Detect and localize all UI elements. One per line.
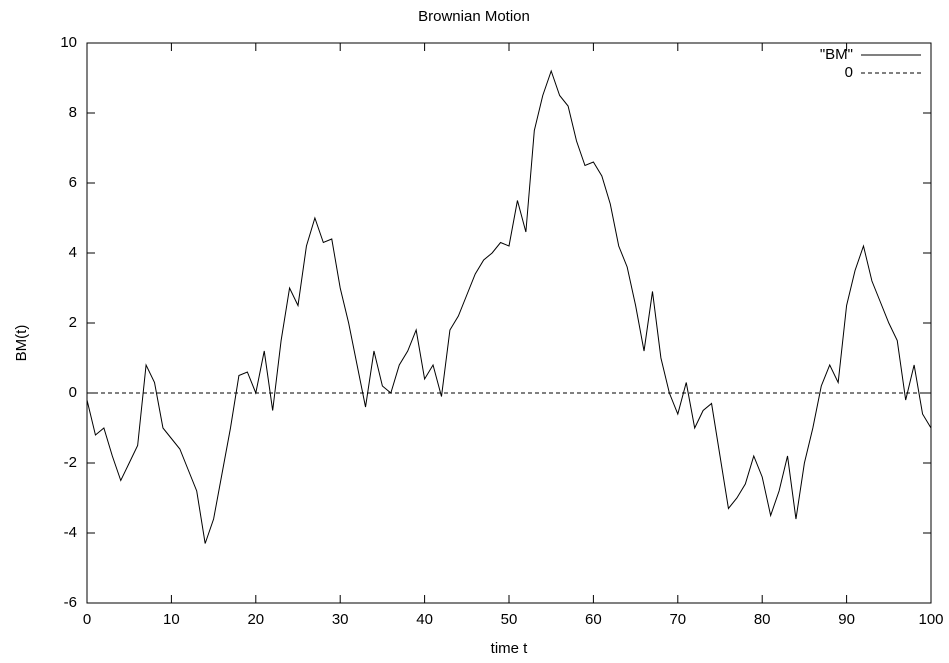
y-tick-label: 6 <box>69 174 77 191</box>
legend-label: "BM" <box>820 46 853 63</box>
y-tick-label: -4 <box>64 524 77 541</box>
chart-title: Brownian Motion <box>418 8 530 25</box>
x-tick-label: 70 <box>669 611 686 628</box>
x-tick-label: 30 <box>332 611 349 628</box>
y-tick-label: 2 <box>69 314 77 331</box>
x-tick-label: 60 <box>585 611 602 628</box>
y-tick-label: 0 <box>69 384 77 401</box>
legend-label: 0 <box>845 64 853 81</box>
y-tick-label: 4 <box>69 244 77 261</box>
x-tick-label: 80 <box>754 611 771 628</box>
x-tick-label: 90 <box>838 611 855 628</box>
series-line <box>86 69 932 544</box>
y-tick-label: -2 <box>64 454 77 471</box>
y-axis-label: BM(t) <box>13 325 30 362</box>
x-tick-label: 40 <box>416 611 433 628</box>
y-tick-label: 8 <box>69 104 77 121</box>
x-tick-label: 10 <box>163 611 180 628</box>
x-tick-label: 100 <box>918 611 943 628</box>
x-tick-label: 0 <box>83 611 91 628</box>
x-axis-label: time t <box>491 640 529 657</box>
y-tick-label: 10 <box>60 34 77 51</box>
y-tick-label: -6 <box>64 594 77 611</box>
x-tick-label: 50 <box>501 611 518 628</box>
x-tick-label: 20 <box>247 611 264 628</box>
